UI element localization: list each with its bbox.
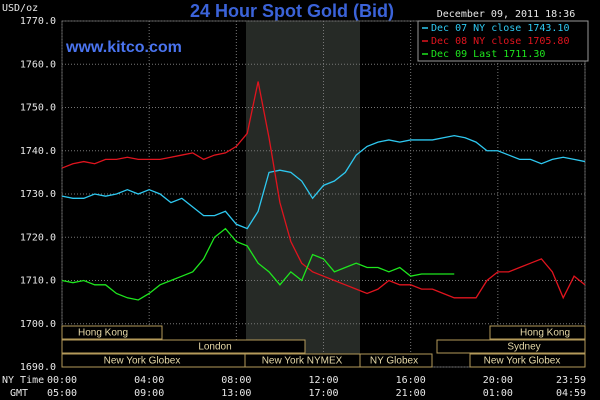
x2-axis-label: GMT	[10, 388, 28, 399]
y-axis-label: USD/oz	[2, 3, 38, 14]
y-tick-label: 1710.0	[20, 276, 56, 287]
timestamp: December 09, 2011 18:36	[437, 9, 575, 20]
x2-tick-label: 05:00	[47, 388, 77, 399]
session-label: New York Globex	[104, 356, 181, 367]
session-box	[61, 339, 306, 354]
session-label: New York Globex	[484, 356, 561, 367]
x-axis-label: NY Time	[2, 375, 44, 386]
price-line	[61, 134, 586, 230]
session-label: Sydney	[507, 342, 540, 353]
legend-label: Dec 09 Last 1711.30	[431, 49, 545, 60]
session-box	[489, 325, 586, 340]
legend-box	[417, 20, 589, 62]
y-tick-label: 1720.0	[20, 232, 56, 243]
session-label: Hong Kong	[78, 328, 128, 339]
session-box	[436, 339, 586, 354]
x-tick-label: 23:59	[556, 375, 586, 386]
x2-tick-label: 21:00	[396, 388, 426, 399]
x2-tick-label: 13:00	[221, 388, 251, 399]
x-tick-label: 12:00	[308, 375, 338, 386]
session-label: NY Globex	[370, 356, 418, 367]
session-box	[61, 325, 163, 340]
y-tick-label: 1690.0	[20, 362, 56, 373]
x2-tick-label: 01:00	[483, 388, 513, 399]
session-label: London	[198, 342, 231, 353]
y-tick-label: 1760.0	[20, 59, 56, 70]
x-tick-label: 00:00	[47, 375, 77, 386]
session-box	[469, 353, 586, 368]
chart-title: 24 Hour Spot Gold (Bid)	[190, 1, 394, 21]
x-tick-label: 20:00	[483, 375, 513, 386]
price-line	[61, 81, 586, 300]
y-tick-label: 1770.0	[20, 16, 56, 27]
x2-tick-label: 04:59	[556, 388, 586, 399]
price-line	[61, 227, 455, 301]
session-label: Hong Kong	[520, 328, 570, 339]
site-label: www.kitco.com	[65, 39, 182, 56]
y-tick-label: 1750.0	[20, 103, 56, 114]
legend-label: Dec 07 NY close 1743.10	[431, 23, 569, 34]
x2-tick-label: 09:00	[134, 388, 164, 399]
y-tick-label: 1700.0	[20, 319, 56, 330]
session-label: New York NYMEX	[262, 356, 343, 367]
y-tick-label: 1730.0	[20, 189, 56, 200]
session-box	[359, 353, 433, 368]
x-tick-label: 08:00	[221, 375, 251, 386]
x-tick-label: 16:00	[396, 375, 426, 386]
x-tick-label: 04:00	[134, 375, 164, 386]
x2-tick-label: 17:00	[308, 388, 338, 399]
legend-label: Dec 08 NY close 1705.80	[431, 36, 569, 47]
y-tick-label: 1740.0	[20, 146, 56, 157]
